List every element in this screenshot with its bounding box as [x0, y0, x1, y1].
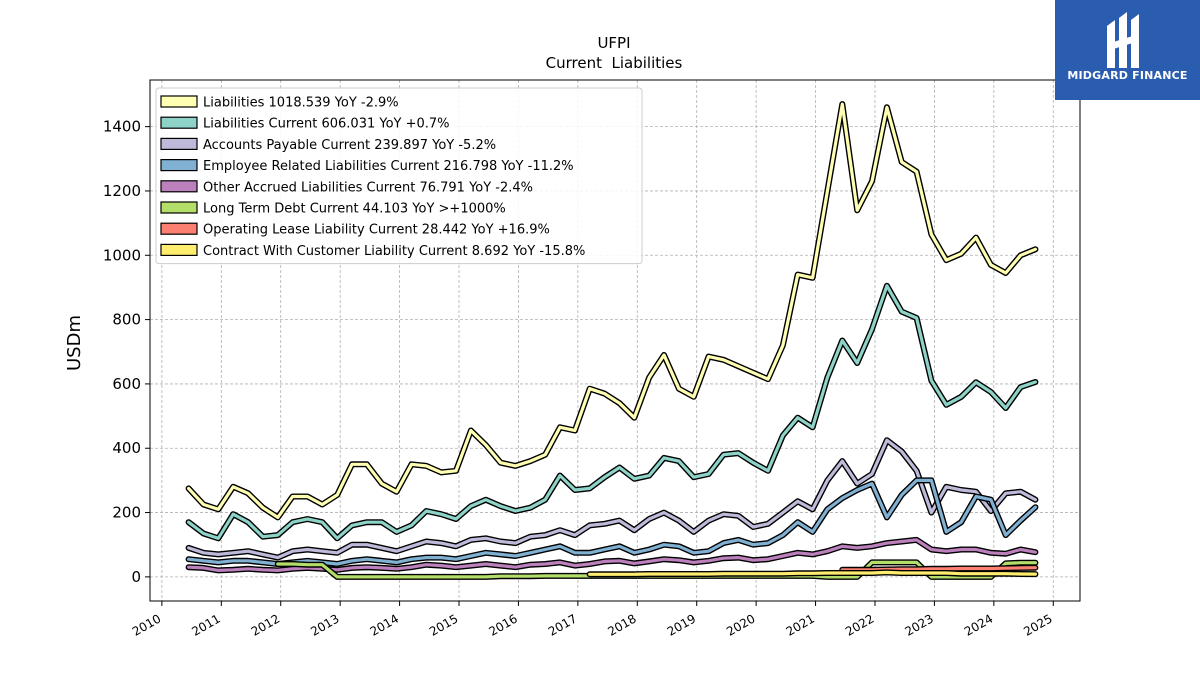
legend-label: Employee Related Liabilities Current 216… [203, 159, 574, 174]
legend-label: Contract With Customer Liability Current… [203, 244, 585, 259]
legend-label: Long Term Debt Current 44.103 YoY >+1000… [203, 202, 506, 217]
series-line [840, 566, 1038, 572]
x-tick-label: 2012 [249, 611, 282, 638]
series-line [187, 438, 1038, 560]
y-tick-label: 800 [112, 311, 141, 329]
legend-box [155, 87, 643, 265]
y-tick-label: 200 [112, 504, 141, 522]
x-tick-label: 2024 [962, 611, 995, 638]
x-tick-label: 2017 [546, 611, 579, 638]
y-tick-label: 600 [112, 375, 141, 393]
legend-label: Operating Lease Liability Current 28.442… [203, 223, 550, 238]
x-tick-label: 2015 [427, 611, 460, 638]
y-tick-label: 0 [131, 568, 141, 586]
series-1 [185, 282, 1039, 542]
legend-swatch [160, 159, 198, 172]
y-tick-label: 1200 [103, 182, 141, 200]
x-tick-label: 2016 [486, 611, 519, 638]
legend-swatch [160, 243, 198, 256]
x-tick-label: 2018 [605, 611, 638, 638]
series-6 [839, 564, 1039, 573]
legend-label: Liabilities 1018.539 YoY -2.9% [203, 96, 399, 111]
plot-frame [149, 79, 1081, 602]
x-tick-label: 2010 [130, 611, 163, 638]
series-3 [185, 477, 1039, 567]
chart-title: UFPI [597, 34, 630, 52]
series-line [588, 570, 1038, 576]
legend-swatch [160, 180, 198, 193]
series-line [187, 102, 1038, 520]
series-line [187, 284, 1038, 540]
series-7 [586, 569, 1039, 578]
legend-swatch [160, 222, 198, 235]
series-0 [185, 101, 1039, 521]
legend: Liabilities 1018.539 YoY -2.9% Liabilitie… [155, 87, 643, 265]
legend-swatch [160, 201, 198, 214]
x-tick-label: 2013 [308, 611, 341, 638]
x-tick-label: 2019 [665, 611, 698, 638]
x-tick-label: 2023 [902, 611, 935, 638]
legend-swatch [160, 116, 198, 129]
legend-label: Other Accrued Liabilities Current 76.791… [203, 180, 533, 195]
x-tick-label: 2020 [724, 611, 757, 638]
y-axis-label: USDm [64, 315, 85, 371]
x-tick-label: 2014 [368, 611, 401, 638]
logo-mark-icon [1107, 12, 1139, 68]
legend-swatch [160, 95, 198, 108]
chart-subtitle: Current Liabilities [546, 54, 683, 72]
x-tick-label: 2011 [189, 611, 222, 638]
series-2 [185, 437, 1039, 561]
x-tick-label: 2022 [843, 611, 876, 638]
legend-swatch [160, 137, 198, 150]
series-line [187, 478, 1038, 566]
y-tick-label: 400 [112, 439, 141, 457]
y-tick-label: 1000 [103, 246, 141, 264]
legend-label: Liabilities Current 606.031 YoY +0.7% [203, 117, 450, 132]
x-tick-label: 2025 [1021, 611, 1054, 638]
x-tick-label: 2021 [784, 611, 817, 638]
legend-label: Accounts Payable Current 239.897 YoY -5.… [203, 138, 496, 153]
logo-text: MIDGARD FINANCE [1067, 69, 1188, 82]
logo: MIDGARD FINANCE [1055, 0, 1200, 100]
series-layer [185, 101, 1039, 580]
y-tick-label: 1400 [103, 118, 141, 136]
